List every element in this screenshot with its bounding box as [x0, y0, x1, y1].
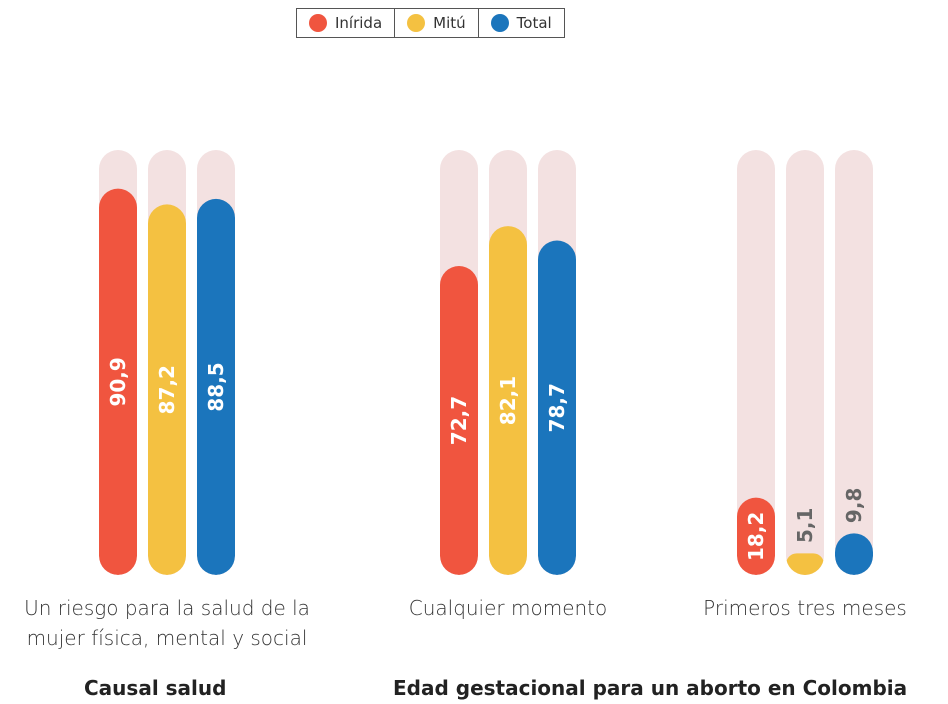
- bar: [197, 198, 235, 575]
- bar: [538, 240, 576, 575]
- group-title: Edad gestacional para un aborto en Colom…: [393, 676, 908, 700]
- legend-item: Inírida: [297, 9, 394, 37]
- legend-swatch: [309, 14, 327, 32]
- value-label: 78,7: [545, 383, 569, 432]
- value-label: 87,2: [155, 365, 179, 414]
- category-label: Cualquier momento: [408, 596, 608, 620]
- value-label: 18,2: [744, 512, 768, 561]
- legend-label: Mitú: [433, 14, 466, 32]
- bar: [489, 226, 527, 575]
- group-title: Causal salud: [84, 676, 227, 700]
- value-label: 72,7: [447, 396, 471, 445]
- track: [786, 150, 824, 575]
- legend-swatch: [407, 14, 426, 32]
- bar: [786, 553, 824, 575]
- bar: [737, 497, 775, 575]
- bar: [148, 204, 186, 575]
- track: [737, 150, 775, 575]
- legend-label: Inírida: [335, 14, 383, 32]
- legend-item: Mitú: [394, 9, 478, 37]
- value-label: 9,8: [842, 488, 866, 523]
- bar: [99, 188, 137, 575]
- value-label: 82,1: [496, 376, 520, 425]
- legend-swatch: [490, 14, 509, 32]
- value-label: 5,1: [793, 508, 817, 543]
- category-label: Un riesgo para la salud de la mujer físi…: [24, 596, 310, 650]
- track: [835, 150, 873, 575]
- legend-item: Total: [477, 9, 564, 37]
- legend-label: Total: [516, 14, 552, 32]
- category-label: Primeros tres meses: [703, 596, 907, 620]
- legend: Inírida Mitú Total: [296, 8, 565, 38]
- value-label: 90,9: [106, 357, 130, 406]
- bar: [835, 533, 873, 575]
- value-label: 88,5: [204, 362, 228, 411]
- bar: [440, 266, 478, 575]
